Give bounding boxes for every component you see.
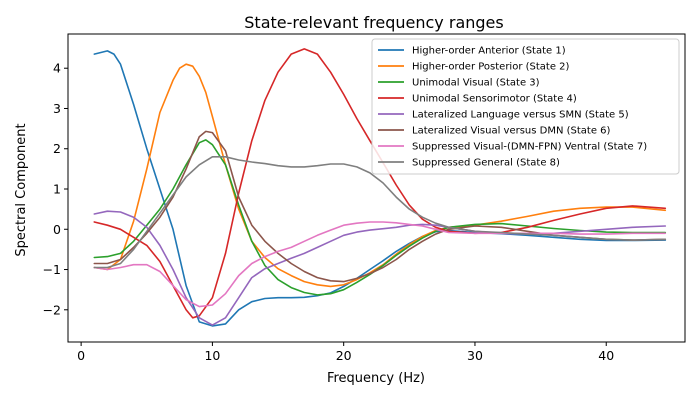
y-tick-label: 1 [53, 182, 61, 197]
y-tick-label: 0 [53, 222, 61, 237]
x-tick-label: 40 [598, 348, 614, 363]
x-tick-label: 10 [204, 348, 220, 363]
y-axis-label: Spectral Component [14, 123, 29, 256]
y-tick-label: −2 [43, 302, 61, 317]
legend-label-2: Higher-order Posterior (State 2) [412, 62, 570, 73]
y-tick-label: −1 [43, 262, 61, 277]
legend: Higher-order Anterior (State 1) Higher-or… [371, 38, 680, 175]
x-tick-label: 20 [336, 348, 352, 363]
series-line-6 [93, 130, 667, 283]
y-tick-label: 4 [53, 61, 61, 76]
series-line-3 [93, 139, 667, 296]
plot-frame [67, 33, 686, 343]
legend-box [371, 38, 680, 175]
y-tick-label: 3 [53, 101, 61, 116]
x-axis: 0 10 20 30 40 [77, 342, 614, 363]
plot-area [93, 48, 667, 327]
legend-label-3: Unimodal Visual (State 3) [412, 78, 540, 89]
legend-label-6: Lateralized Visual versus DMN (State 6) [412, 126, 611, 137]
series-line-2 [93, 63, 667, 288]
series-line-8 [93, 156, 667, 269]
series-line-7 [93, 221, 667, 308]
legend-label-7: Suppressed Visual-(DMN-FPN) Ventral (Sta… [412, 142, 647, 153]
legend-label-5: Lateralized Language versus SMN (State 5… [412, 110, 629, 121]
y-axis: −2 −1 0 1 2 3 4 [43, 61, 68, 317]
chart-title: State-relevant frequency ranges [244, 13, 503, 32]
legend-label-4: Unimodal Sensorimotor (State 4) [412, 94, 577, 105]
x-tick-label: 0 [77, 348, 85, 363]
y-tick-label: 2 [53, 141, 61, 156]
x-tick-label: 30 [467, 348, 483, 363]
legend-label-8: Suppressed General (State 8) [412, 158, 560, 169]
legend-label-1: Higher-order Anterior (State 1) [412, 46, 566, 57]
x-axis-label: Frequency (Hz) [327, 371, 425, 386]
